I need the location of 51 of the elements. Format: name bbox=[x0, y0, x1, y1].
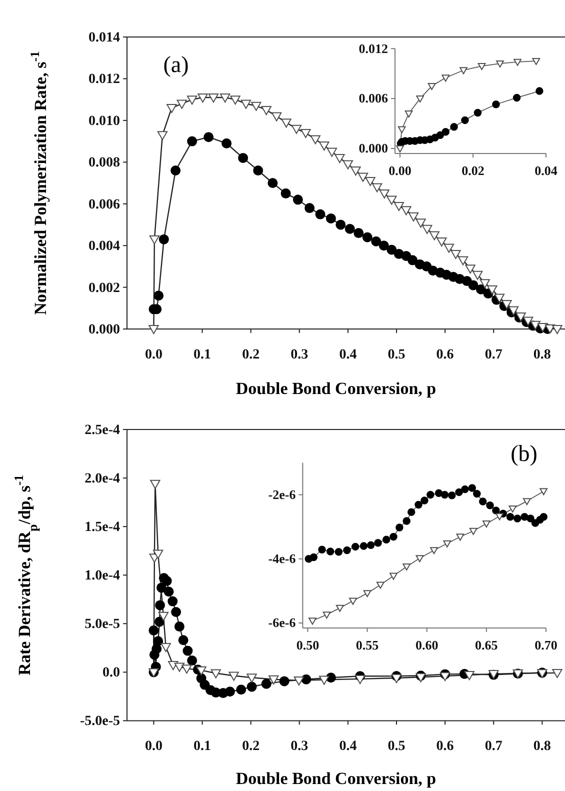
x-tick-label: 0.3 bbox=[290, 739, 308, 754]
y-tick-label: 0.006 bbox=[88, 197, 120, 212]
y-tick-label: -2e-6 bbox=[268, 486, 296, 502]
x-tick-label: 0.00 bbox=[388, 162, 412, 178]
y-tick-label: 0.006 bbox=[358, 90, 388, 106]
y-tick-label: -4e-6 bbox=[268, 551, 296, 566]
y-tick-label: 0.002 bbox=[88, 280, 120, 296]
x-tick-label: 0.7 bbox=[484, 347, 502, 362]
y-tick-label: 2.5e-4 bbox=[84, 422, 120, 438]
x-tick-label: 0.2 bbox=[242, 739, 260, 754]
y-tick-label: 5.0e-5 bbox=[84, 617, 120, 632]
y-tick-label: 0.012 bbox=[358, 40, 388, 56]
x-tick-label: 0.3 bbox=[290, 347, 308, 362]
x-tick-label: 0.50 bbox=[296, 637, 320, 652]
x-tick-label: 0.2 bbox=[242, 347, 260, 362]
y-tick-label: 1.0e-4 bbox=[84, 568, 120, 584]
y-tick-label: 0.004 bbox=[88, 239, 120, 254]
x-tick-label: 0.5 bbox=[388, 347, 406, 362]
y-tick-label: 0.012 bbox=[88, 72, 120, 88]
x-tick-label: 0.7 bbox=[484, 739, 502, 754]
x-tick-label: 0.1 bbox=[194, 347, 212, 362]
y-tick-label: 0.0 bbox=[102, 666, 120, 681]
y-tick-label: 1.5e-4 bbox=[84, 520, 120, 536]
x-tick-label: 0.8 bbox=[533, 739, 551, 754]
x-tick-label: 0.4 bbox=[339, 739, 357, 754]
y-tick-label: -5.0e-5 bbox=[80, 714, 120, 730]
x-tick-label: 0.70 bbox=[534, 637, 558, 652]
x-tick-label: 0.8 bbox=[533, 347, 551, 362]
x-tick-label: 0.6 bbox=[436, 739, 454, 754]
x-tick-label: 0.1 bbox=[194, 739, 212, 754]
y-tick-label: 0.014 bbox=[88, 30, 120, 46]
x-tick-label: 0.55 bbox=[356, 637, 380, 652]
x-tick-label: 0.65 bbox=[475, 637, 498, 652]
x-tick-label: 0.60 bbox=[415, 637, 438, 652]
x-tick-label: 0.02 bbox=[462, 162, 484, 178]
x-tick-label: 0.4 bbox=[339, 347, 357, 362]
x-axis-title: Double Bond Conversion, p bbox=[236, 769, 436, 788]
annotation: (a) bbox=[163, 52, 189, 77]
x-tick-label: 0.5 bbox=[388, 739, 406, 754]
x-axis-title: Double Bond Conversion, p bbox=[236, 379, 436, 398]
y-tick-label: 2.0e-4 bbox=[84, 472, 120, 487]
x-tick-label: 0.0 bbox=[144, 739, 162, 754]
y-tick-label: 0.008 bbox=[88, 156, 120, 171]
y-tick-label: -6e-6 bbox=[268, 615, 296, 630]
annotation: (b) bbox=[510, 441, 538, 466]
x-tick-label: 0.0 bbox=[144, 347, 162, 362]
y-tick-label: 0.010 bbox=[88, 114, 120, 129]
y-tick-label: 0.000 bbox=[88, 322, 120, 338]
x-tick-label: 0.6 bbox=[436, 347, 454, 362]
x-tick-label: 0.04 bbox=[534, 162, 558, 178]
y-tick-label: 0.000 bbox=[358, 140, 388, 156]
